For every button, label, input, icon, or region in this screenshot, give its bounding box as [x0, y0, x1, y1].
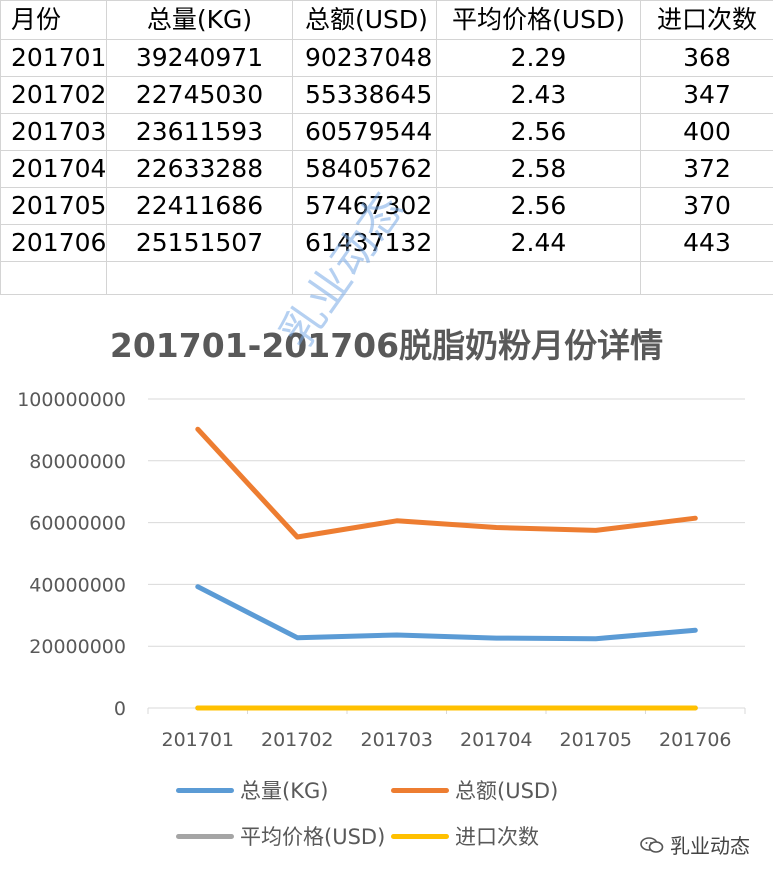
legend-swatch	[391, 833, 449, 839]
empty-cell	[436, 261, 641, 295]
x-tick-label: 201705	[559, 729, 632, 751]
cell-total-usd: 90237048	[292, 39, 437, 77]
header-total-kg: 总量(KG)	[106, 0, 293, 40]
legend-item-total-usd: 总额(USD)	[391, 775, 558, 805]
legend-label: 进口次数	[455, 825, 539, 849]
header-month: 月份	[0, 0, 107, 40]
cell-import-count: 368	[640, 39, 773, 77]
cell-total-usd: 60579544	[292, 113, 437, 151]
y-tick-label: 20000000	[29, 636, 126, 658]
cell-total-kg: 25151507	[106, 224, 293, 262]
legend-swatch	[176, 833, 234, 839]
cell-month: 201702	[0, 76, 107, 114]
wechat-icon	[640, 836, 664, 853]
y-tick-label: 0	[114, 698, 126, 720]
header-import-count: 进口次数	[640, 0, 773, 40]
cell-total-usd: 61437132	[292, 224, 437, 262]
cell-month: 201704	[0, 150, 107, 188]
cell-import-count: 400	[640, 113, 773, 151]
x-tick-label: 201704	[460, 729, 533, 751]
cell-total-usd: 58405762	[292, 150, 437, 188]
cell-total-kg: 22745030	[106, 76, 293, 114]
cell-avg-price: 2.44	[436, 224, 641, 262]
legend-swatch	[391, 787, 449, 793]
table-row: 201702 22745030 55338645 2.43 347	[0, 76, 773, 114]
legend-label: 总额(USD)	[455, 779, 559, 803]
line-chart: 201701-201706脱脂奶粉月份详情 0 20000000 40000000 6…	[0, 297, 773, 876]
chart-title: 201701-201706脱脂奶粉月份详情	[109, 326, 664, 365]
legend-swatch	[176, 787, 234, 793]
cell-total-kg: 22411686	[106, 187, 293, 225]
cell-total-usd: 55338645	[292, 76, 437, 114]
x-tick-label: 201701	[161, 729, 234, 751]
cell-month: 201706	[0, 224, 107, 262]
cell-import-count: 372	[640, 150, 773, 188]
header-total-usd: 总额(USD)	[292, 0, 437, 40]
legend-label: 总量(KG)	[240, 779, 329, 803]
y-tick-label: 80000000	[29, 451, 126, 473]
empty-cell	[106, 261, 293, 295]
table-header-row: 月份 总量(KG) 总额(USD) 平均价格(USD) 进口次数	[0, 0, 773, 40]
legend-item-import-count: 进口次数	[391, 821, 539, 851]
empty-cell	[292, 261, 437, 295]
table-row-empty	[0, 261, 773, 295]
cell-avg-price: 2.56	[436, 113, 641, 151]
cell-total-kg: 22633288	[106, 150, 293, 188]
cell-total-kg: 39240971	[106, 39, 293, 77]
header-avg-price: 平均价格(USD)	[436, 0, 641, 40]
footer-brand-text: 乳业动态	[670, 834, 750, 858]
table-row: 201701 39240971 90237048 2.29 368	[0, 39, 773, 77]
footer-brand: 乳业动态	[640, 830, 750, 859]
cell-avg-price: 2.58	[436, 150, 641, 188]
cell-month: 201701	[0, 39, 107, 77]
empty-cell	[0, 261, 107, 295]
legend-item-avg-price: 平均价格(USD)	[176, 821, 385, 851]
y-tick-label: 60000000	[29, 513, 126, 535]
cell-import-count: 370	[640, 187, 773, 225]
cell-avg-price: 2.56	[436, 187, 641, 225]
x-tick-label: 201703	[360, 729, 433, 751]
cell-import-count: 443	[640, 224, 773, 262]
cell-total-kg: 23611593	[106, 113, 293, 151]
x-tick-label: 201702	[261, 729, 334, 751]
series-line-0	[195, 584, 698, 642]
cell-avg-price: 2.29	[436, 39, 641, 77]
table-row: 201705 22411686 57467302 2.56 370	[0, 187, 773, 225]
table-row: 201706 25151507 61437132 2.44 443	[0, 224, 773, 262]
legend-item-total-kg: 总量(KG)	[176, 775, 328, 805]
cell-total-usd: 57467302	[292, 187, 437, 225]
y-tick-label: 100000000	[17, 389, 126, 411]
cell-avg-price: 2.43	[436, 76, 641, 114]
series-line-1	[195, 426, 698, 540]
chart-plot-area: 0 20000000 40000000 60000000 80000000 1000000…	[17, 389, 746, 751]
cell-import-count: 347	[640, 76, 773, 114]
cell-month: 201703	[0, 113, 107, 151]
cell-month: 201705	[0, 187, 107, 225]
data-table-sheet: 月份 总量(KG) 总额(USD) 平均价格(USD) 进口次数 201701 …	[0, 0, 773, 295]
table-row: 201704 22633288 58405762 2.58 372	[0, 150, 773, 188]
legend-label: 平均价格(USD)	[240, 825, 386, 849]
x-tick-label: 201706	[659, 729, 732, 751]
data-table: 月份 总量(KG) 总额(USD) 平均价格(USD) 进口次数 201701 …	[0, 0, 773, 295]
y-tick-label: 40000000	[29, 574, 126, 596]
empty-cell	[640, 261, 773, 295]
table-row: 201703 23611593 60579544 2.56 400	[0, 113, 773, 151]
